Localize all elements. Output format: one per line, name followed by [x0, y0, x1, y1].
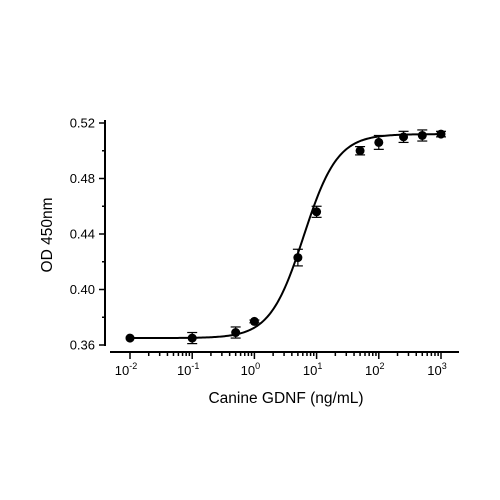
- y-tick-label: 0.44: [70, 227, 95, 242]
- data-point: [125, 333, 135, 343]
- data-point: [231, 328, 241, 338]
- x-tick-label: 10-2: [115, 361, 137, 378]
- data-point: [374, 137, 384, 147]
- y-tick-label: 0.48: [70, 171, 95, 186]
- y-axis-title: OD 450nm: [39, 198, 56, 273]
- x-tick-label: 100: [241, 361, 260, 378]
- y-tick-label: 0.52: [70, 116, 95, 131]
- x-axis: 10-2 10-1 100 101 102 103: [110, 351, 459, 378]
- data-point: [436, 129, 446, 139]
- data-point: [187, 333, 197, 343]
- plot-area: [125, 129, 446, 345]
- data-point: [417, 130, 427, 140]
- x-tick-label: 103: [427, 361, 446, 378]
- data-point: [399, 132, 409, 142]
- y-tick-label: 0.36: [70, 338, 95, 353]
- x-axis-title: Canine GDNF (ng/mL): [208, 390, 363, 407]
- data-point: [312, 207, 322, 217]
- data-point: [293, 253, 303, 263]
- x-tick-label: 101: [303, 361, 322, 378]
- x-tick-label: 102: [365, 361, 384, 378]
- data-point: [355, 146, 365, 156]
- y-axis: 0.36 0.40 0.44 0.48 0.52: [70, 116, 106, 353]
- x-tick-label: 10-1: [177, 361, 199, 378]
- y-tick-label: 0.40: [70, 282, 95, 297]
- fit-curve: [130, 133, 441, 340]
- data-point: [249, 316, 259, 326]
